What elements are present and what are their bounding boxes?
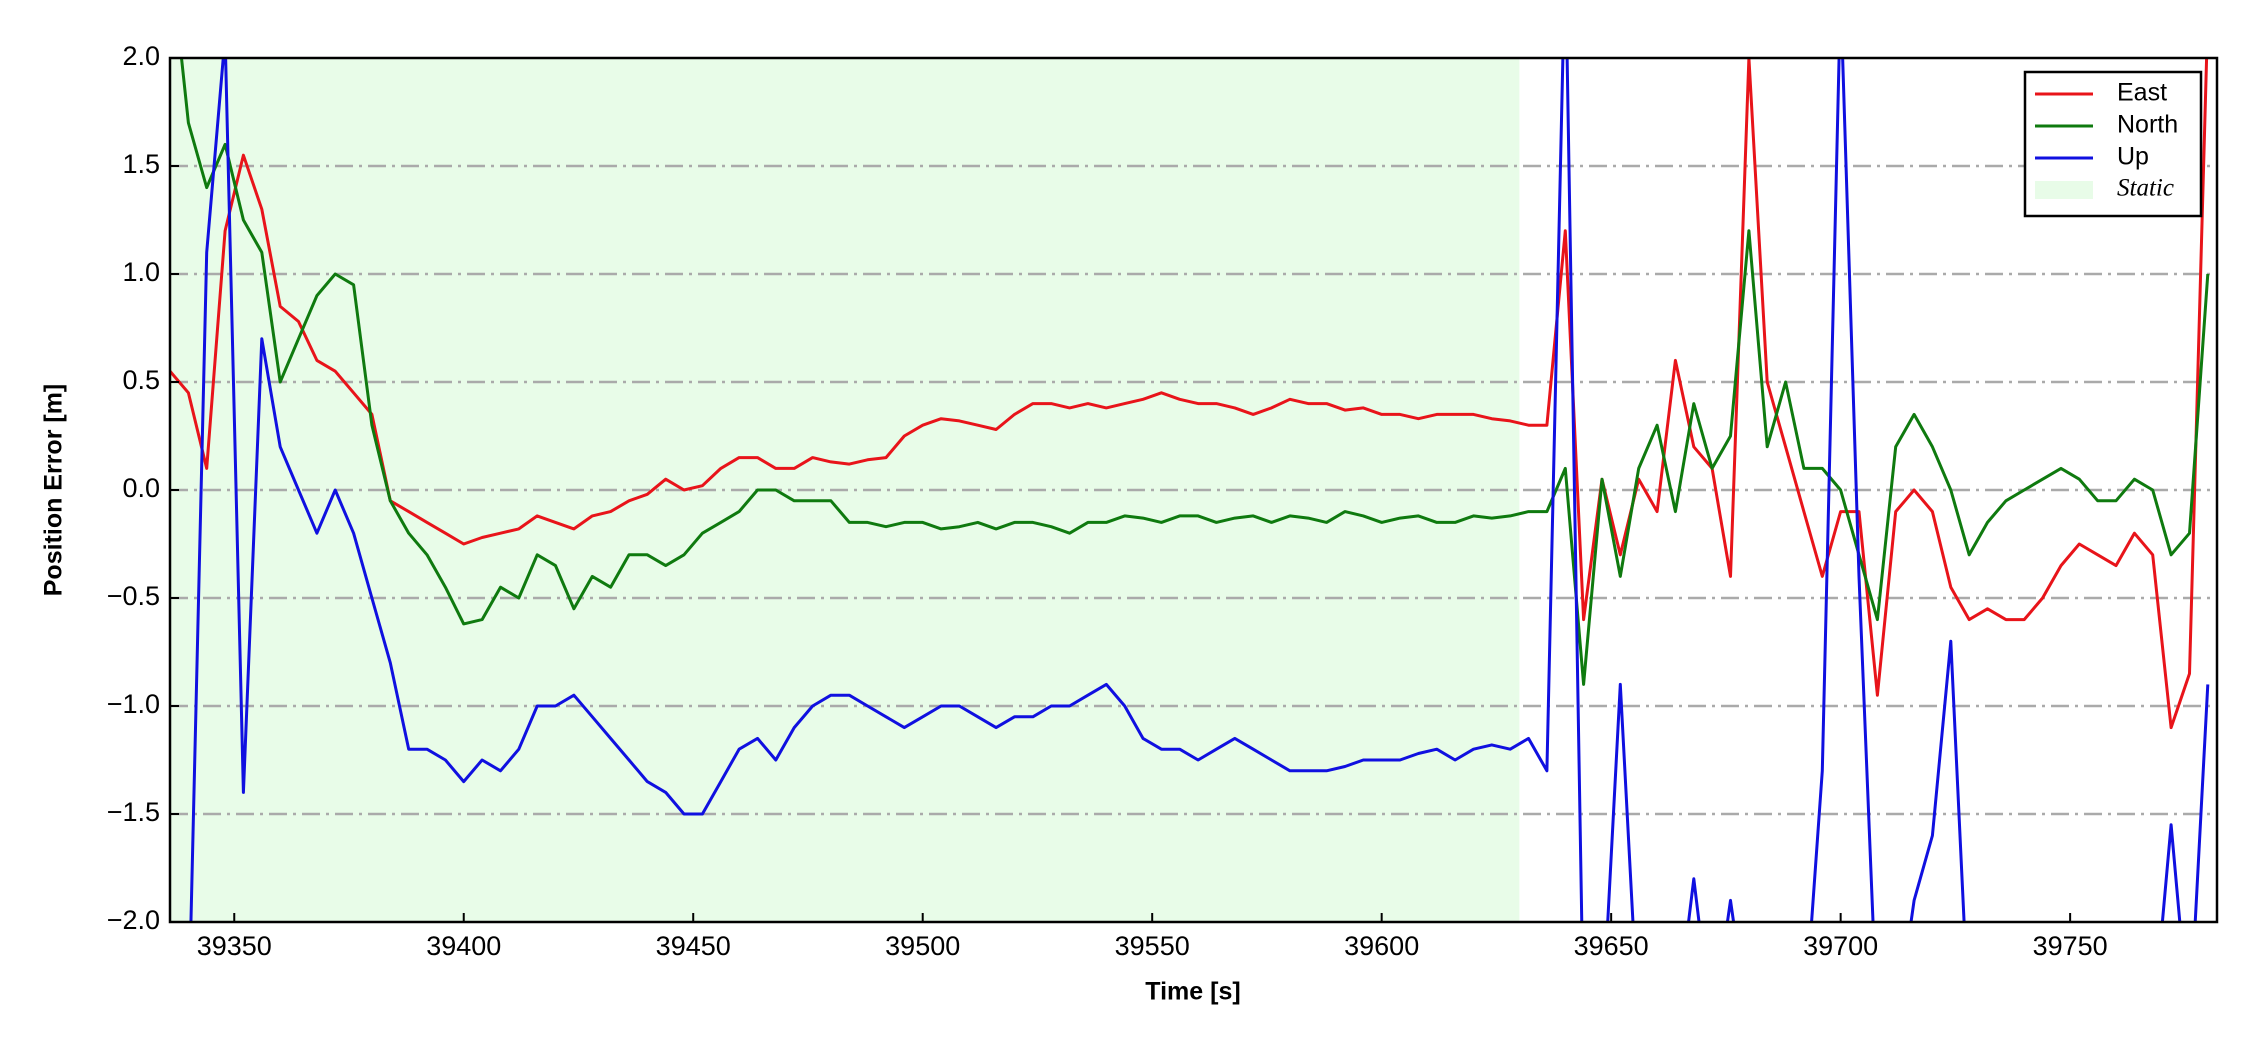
legend-label: Up bbox=[2117, 143, 2149, 171]
y-axis-label: Position Error [m] bbox=[40, 384, 68, 597]
y-tick-label: 1.5 bbox=[122, 149, 160, 179]
x-axis-label: Time [s] bbox=[1145, 978, 1240, 1006]
plot-frame bbox=[168, 56, 2219, 924]
y-tick-label: −1.5 bbox=[107, 797, 160, 827]
y-tick-label: −2.0 bbox=[107, 905, 160, 935]
x-tick-label: 39400 bbox=[426, 931, 501, 961]
legend-swatch bbox=[2035, 181, 2093, 199]
x-tick-label: 39750 bbox=[2033, 931, 2108, 961]
series-line bbox=[189, 58, 2210, 922]
y-tick-label: −1.0 bbox=[107, 689, 160, 719]
plot-background bbox=[170, 58, 2217, 922]
y-tick-label: 1.0 bbox=[122, 257, 160, 287]
plot-area bbox=[170, 58, 2210, 922]
x-tick-label: 39700 bbox=[1803, 931, 1878, 961]
y-tick-label: −0.5 bbox=[107, 581, 160, 611]
y-tick-label: 2.0 bbox=[122, 41, 160, 71]
series-line bbox=[170, 58, 2209, 730]
series-line bbox=[179, 58, 2210, 686]
legend-label: North bbox=[2117, 111, 2178, 139]
x-tick-label: 39650 bbox=[1574, 931, 1649, 961]
x-tick-label: 39450 bbox=[656, 931, 731, 961]
y-tick-label: 0.5 bbox=[122, 365, 160, 395]
axes: −2.0 −1.5 −1.0 −0.5 0.0 0.5 1.0 1.5 2.0 39350 3940… bbox=[107, 41, 2219, 961]
x-tick-label: 39550 bbox=[1115, 931, 1190, 961]
x-tick-label: 39600 bbox=[1344, 931, 1419, 961]
y-tick-label: 0.0 bbox=[122, 473, 160, 503]
legend-label: East bbox=[2117, 79, 2167, 107]
x-tick-label: 39500 bbox=[885, 931, 960, 961]
x-tick-label: 39350 bbox=[197, 931, 272, 961]
legend-label: Static bbox=[2117, 175, 2174, 202]
